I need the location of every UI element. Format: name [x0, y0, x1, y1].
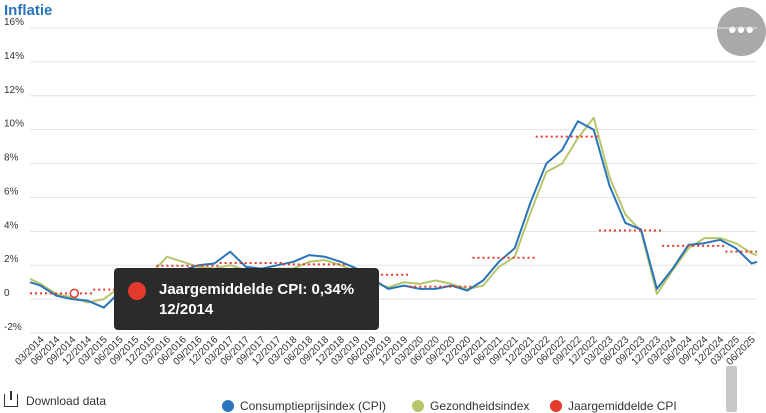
y-tick-label: 0 — [4, 288, 10, 299]
download-data-button[interactable]: Download data — [4, 391, 107, 408]
chart-tooltip: Jaargemiddelde CPI: 0,34% 12/2014 — [114, 268, 379, 330]
y-tick-label: 10% — [4, 119, 24, 130]
legend-swatch-gezondheidsindex — [412, 400, 424, 412]
legend-label-jaargemiddelde: Jaargemiddelde CPI — [568, 399, 677, 413]
download-icon — [4, 391, 18, 407]
chart-menu-button[interactable]: ••• — [717, 7, 766, 56]
y-tick-label: 8% — [4, 153, 19, 164]
tooltip-date: 12/2014 — [159, 301, 214, 318]
legend-item-jaargemiddelde[interactable]: Jaargemiddelde CPI — [550, 398, 677, 413]
legend-swatch-jaargemiddelde — [550, 400, 562, 412]
legend-item-gezondheidsindex[interactable]: Gezondheidsindex — [412, 398, 529, 413]
download-label: Download data — [26, 394, 107, 408]
y-tick-label: 12% — [4, 85, 24, 96]
y-axis-ticks: -2% 0 2% 4% 6% 8% 10% 12% 14% 16% — [4, 17, 24, 333]
scrollbar-thumb[interactable] — [726, 366, 737, 412]
x-axis-ticks: 03/201406/201409/201412/201403/201506/20… — [13, 334, 758, 368]
ellipsis-icon: ••• — [728, 17, 755, 42]
y-tick-label: 14% — [4, 51, 24, 62]
tooltip-series-dot — [128, 282, 146, 300]
legend-label-cpi: Consumptieprijsindex (CPI) — [240, 399, 387, 413]
y-tick-label: -2% — [4, 322, 22, 333]
legend-item-cpi[interactable]: Consumptieprijsindex (CPI) — [222, 398, 386, 413]
legend-label-gezondheidsindex: Gezondheidsindex — [430, 399, 530, 413]
hover-marker — [69, 288, 80, 299]
hover-point — [69, 288, 80, 299]
y-tick-label: 4% — [4, 220, 19, 231]
y-tick-label: 16% — [4, 17, 24, 28]
y-tick-label: 6% — [4, 186, 19, 197]
legend-swatch-cpi — [222, 400, 234, 412]
chart-title: Inflatie — [4, 2, 53, 19]
tooltip-value: Jaargemiddelde CPI: 0,34% — [159, 281, 355, 298]
y-tick-label: 2% — [4, 254, 19, 265]
